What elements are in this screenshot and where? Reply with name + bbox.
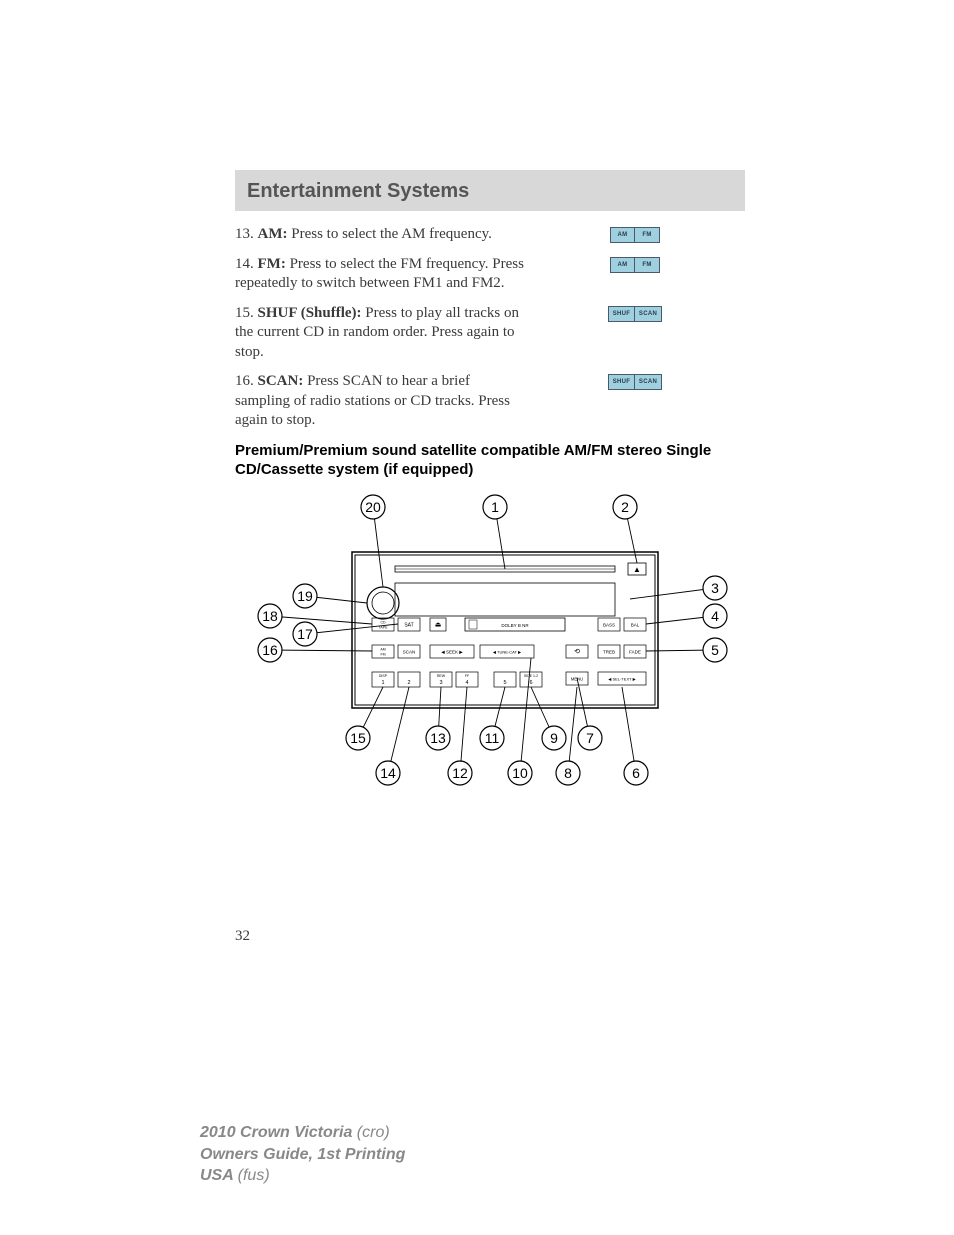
svg-text:5: 5 <box>711 642 719 658</box>
section-header: Entertainment Systems <box>235 170 745 211</box>
item-figure: AMFM <box>525 255 745 273</box>
svg-text:13: 13 <box>430 730 446 746</box>
svg-text:4: 4 <box>711 608 719 624</box>
mini-button: AM <box>611 228 635 242</box>
svg-text:◀ TUNE-CAT ▶: ◀ TUNE-CAT ▶ <box>493 649 522 654</box>
svg-text:5: 5 <box>503 680 506 686</box>
svg-text:4: 4 <box>465 680 468 686</box>
footer: 2010 Crown Victoria (cro) Owners Guide, … <box>200 1122 405 1187</box>
footer-code-1: (cro) <box>357 1124 390 1141</box>
svg-text:BASS: BASS <box>603 622 615 627</box>
footer-model: 2010 Crown Victoria <box>200 1124 357 1141</box>
item-figure: AMFM <box>525 225 745 243</box>
button-pair: SHUFSCAN <box>608 306 662 322</box>
svg-text:10: 10 <box>512 765 528 781</box>
footer-line-2: Owners Guide, 1st Printing <box>200 1144 405 1166</box>
mini-button: FM <box>635 258 659 272</box>
footer-region: USA <box>200 1167 238 1184</box>
stereo-svg: ▲CDTAPESAT⏏DOLBY B NRBASSBALAMFMSCAN◀ SE… <box>240 488 740 838</box>
svg-text:6: 6 <box>632 765 640 781</box>
button-pair: AMFM <box>610 257 660 273</box>
mini-button: FM <box>635 228 659 242</box>
svg-text:FM: FM <box>380 652 385 656</box>
svg-text:FF: FF <box>465 674 469 678</box>
svg-text:REW: REW <box>437 674 446 678</box>
button-pair: SHUFSCAN <box>608 374 662 390</box>
svg-text:1: 1 <box>491 499 499 515</box>
svg-text:⟲: ⟲ <box>574 648 580 655</box>
mini-button: SCAN <box>635 375 661 389</box>
item-text: 14. FM: Press to select the FM frequency… <box>235 255 525 294</box>
svg-text:3: 3 <box>439 680 442 686</box>
svg-text:DOLBY B NR: DOLBY B NR <box>501 623 529 628</box>
svg-text:▲: ▲ <box>633 565 641 574</box>
footer-line-3: USA (fus) <box>200 1165 405 1187</box>
item-row: 15. SHUF (Shuffle): Press to play all tr… <box>235 304 745 363</box>
svg-text:FADE: FADE <box>629 649 641 654</box>
mini-button: AM <box>611 258 635 272</box>
svg-text:AM: AM <box>380 647 385 651</box>
svg-text:17: 17 <box>297 626 313 642</box>
footer-code-2: (fus) <box>238 1167 270 1184</box>
svg-text:11: 11 <box>485 730 500 746</box>
item-text: 16. SCAN: Press SCAN to hear a brief sam… <box>235 372 525 431</box>
svg-text:18: 18 <box>262 608 278 624</box>
subsection-heading: Premium/Premium sound satellite compatib… <box>235 441 745 480</box>
item-text: 15. SHUF (Shuffle): Press to play all tr… <box>235 304 525 363</box>
svg-text:BAL: BAL <box>631 622 640 627</box>
item-row: 13. AM: Press to select the AM frequency… <box>235 225 745 245</box>
mini-button: SCAN <box>635 307 661 321</box>
svg-text:SIDE 1-2: SIDE 1-2 <box>524 674 538 678</box>
footer-line-1: 2010 Crown Victoria (cro) <box>200 1122 405 1144</box>
stereo-diagram: ▲CDTAPESAT⏏DOLBY B NRBASSBALAMFMSCAN◀ SE… <box>235 488 745 838</box>
svg-text:7: 7 <box>586 730 594 746</box>
svg-text:⏏: ⏏ <box>435 621 442 628</box>
svg-text:1: 1 <box>381 680 384 686</box>
svg-text:9: 9 <box>550 730 558 746</box>
item-row: 14. FM: Press to select the FM frequency… <box>235 255 745 294</box>
svg-text:SCAN: SCAN <box>403 649 416 654</box>
svg-text:TREB: TREB <box>603 649 615 654</box>
svg-text:6: 6 <box>529 680 532 686</box>
svg-text:19: 19 <box>297 588 313 604</box>
svg-text:DISP: DISP <box>379 674 388 678</box>
svg-text:3: 3 <box>711 580 719 596</box>
svg-text:CD: CD <box>380 620 386 624</box>
svg-text:15: 15 <box>350 730 366 746</box>
page-content: Entertainment Systems 13. AM: Press to s… <box>235 170 745 945</box>
svg-text:8: 8 <box>564 765 572 781</box>
item-figure: SHUFSCAN <box>525 372 745 390</box>
mini-button: SHUF <box>609 307 635 321</box>
page-number: 32 <box>235 928 745 945</box>
button-pair: AMFM <box>610 227 660 243</box>
item-figure: SHUFSCAN <box>525 304 745 322</box>
svg-text:16: 16 <box>262 642 278 658</box>
svg-text:20: 20 <box>365 499 381 515</box>
mini-button: SHUF <box>609 375 635 389</box>
items-list: 13. AM: Press to select the AM frequency… <box>235 225 745 431</box>
svg-text:◀ SEEK ▶: ◀ SEEK ▶ <box>441 649 463 654</box>
item-text: 13. AM: Press to select the AM frequency… <box>235 225 525 245</box>
svg-text:14: 14 <box>380 765 396 781</box>
svg-text:2: 2 <box>621 499 629 515</box>
svg-text:2: 2 <box>407 680 410 686</box>
svg-text:12: 12 <box>452 765 468 781</box>
section-title: Entertainment Systems <box>247 180 733 203</box>
svg-text:◀ SEL-TEXT ▶: ◀ SEL-TEXT ▶ <box>608 676 636 681</box>
svg-text:SAT: SAT <box>404 622 413 628</box>
item-row: 16. SCAN: Press SCAN to hear a brief sam… <box>235 372 745 431</box>
